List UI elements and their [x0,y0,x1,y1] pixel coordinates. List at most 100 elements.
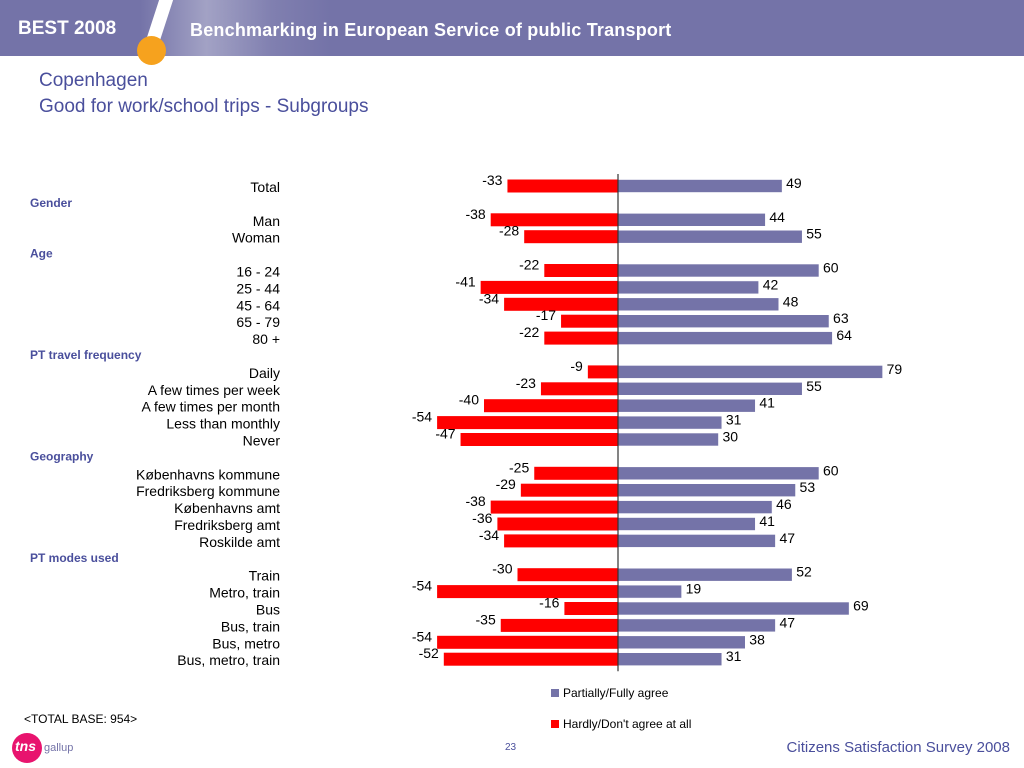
legend-agree-label: Partially/Fully agree [563,686,669,700]
disagree-data-label: -54 [412,578,432,594]
disagree-data-label: -36 [472,510,492,526]
legend-agree: Partially/Fully agree [551,686,668,700]
agree-bar [617,652,723,667]
agree-bar [617,314,830,328]
disagree-data-label: -22 [519,324,539,340]
agree-data-label: 42 [763,276,779,292]
category-label: Københavns amt [174,500,280,516]
agree-data-label: 47 [779,614,795,630]
category-label: 16 - 24 [236,264,280,280]
agree-data-label: 64 [836,327,852,343]
agree-data-label: 31 [726,648,742,664]
category-label: 45 - 64 [236,297,280,313]
agree-data-label: 38 [749,631,765,647]
agree-data-label: 55 [806,226,822,242]
disagree-bar [490,500,618,514]
agree-data-label: 19 [686,581,702,597]
agree-data-label: 63 [833,310,849,326]
agree-bar [617,432,719,447]
agree-data-label: 46 [776,496,792,512]
disagree-data-label: -22 [519,257,539,273]
header-photo [140,0,330,56]
agree-data-label: 49 [786,175,802,191]
disagree-bar [500,618,618,632]
disagree-data-label: -30 [492,561,512,577]
legend-disagree-label: Hardly/Don't agree at all [563,717,692,731]
category-label: Fredriksberg amt [174,517,280,533]
agree-bar [617,297,780,312]
agree-data-label: 60 [823,462,839,478]
header-bar: BEST 2008 Benchmarking in European Servi… [0,0,1024,56]
agree-bar [617,567,793,582]
disagree-bar [561,314,618,328]
agree-bar [617,263,820,278]
disagree-bar [524,230,618,244]
disagree-bar [504,534,618,548]
group-header: Geography [30,449,94,463]
agree-data-label: 48 [783,293,799,309]
disagree-data-label: -23 [516,375,536,391]
disagree-bar [544,331,618,345]
disagree-data-label: -38 [465,206,485,222]
disagree-data-label: -16 [539,595,559,611]
category-label: Bus, train [221,618,280,634]
agree-bar [617,584,682,599]
category-label: Bus, metro, train [177,652,280,668]
agree-bar [617,483,796,498]
category-label: Total [250,179,280,195]
agree-bar [617,280,759,295]
disagree-data-label: -41 [455,273,475,289]
category-label: Woman [232,230,280,246]
category-label: Train [249,568,280,584]
agree-data-label: 44 [769,209,785,225]
tns-logo-icon [12,733,42,763]
agree-bar [617,382,803,396]
disagree-data-label: -9 [570,358,583,374]
group-header: Gender [30,196,72,210]
category-label: A few times per week [148,382,281,398]
logo-subtext: gallup [44,742,74,754]
category-label: 25 - 44 [236,280,280,296]
legend-agree-swatch [551,689,559,697]
disagree-bar [504,297,618,311]
base-note: <TOTAL BASE: 954> [24,712,138,726]
agree-bar [617,466,820,481]
agree-bar [617,179,783,193]
category-label: Metro, train [209,585,280,601]
category-label: Less than monthly [166,416,280,432]
disagree-data-label: -47 [435,426,455,442]
category-label: 80 + [252,331,280,347]
agree-bar [617,601,850,616]
group-header: PT modes used [30,551,119,565]
agree-bar [617,229,803,244]
disagree-data-label: -34 [479,527,499,543]
category-label: A few times per month [141,399,280,415]
disagree-data-label: -40 [459,392,479,408]
survey-name: Citizens Satisfaction Survey 2008 [786,739,1010,756]
agree-bar [617,635,746,650]
agree-bar [617,415,723,430]
agree-bar [617,331,833,345]
category-label: Never [243,433,281,449]
agree-data-label: 53 [800,479,816,495]
disagree-bar [490,213,618,227]
disagree-bar [437,635,618,649]
disagree-data-label: -35 [476,611,496,627]
header-badge: BEST 2008 [18,18,117,39]
disagree-bar [480,280,618,294]
disagree-bar [484,399,618,413]
disagree-data-label: -54 [412,409,432,425]
agree-bar [617,365,883,379]
agree-data-label: 60 [823,260,839,276]
category-label: Bus [256,602,280,618]
agree-data-label: 69 [853,598,869,614]
disagree-bar [520,483,618,497]
group-header: Age [30,247,53,261]
disagree-data-label: -29 [496,476,516,492]
agree-data-label: 41 [759,395,775,411]
disagree-data-label: -17 [536,307,556,323]
disagree-data-label: -25 [509,459,529,475]
page-subtitle: Good for work/school trips - Subgroups [39,96,369,117]
category-label: Daily [249,365,280,381]
category-label: Fredriksberg kommune [136,483,280,499]
